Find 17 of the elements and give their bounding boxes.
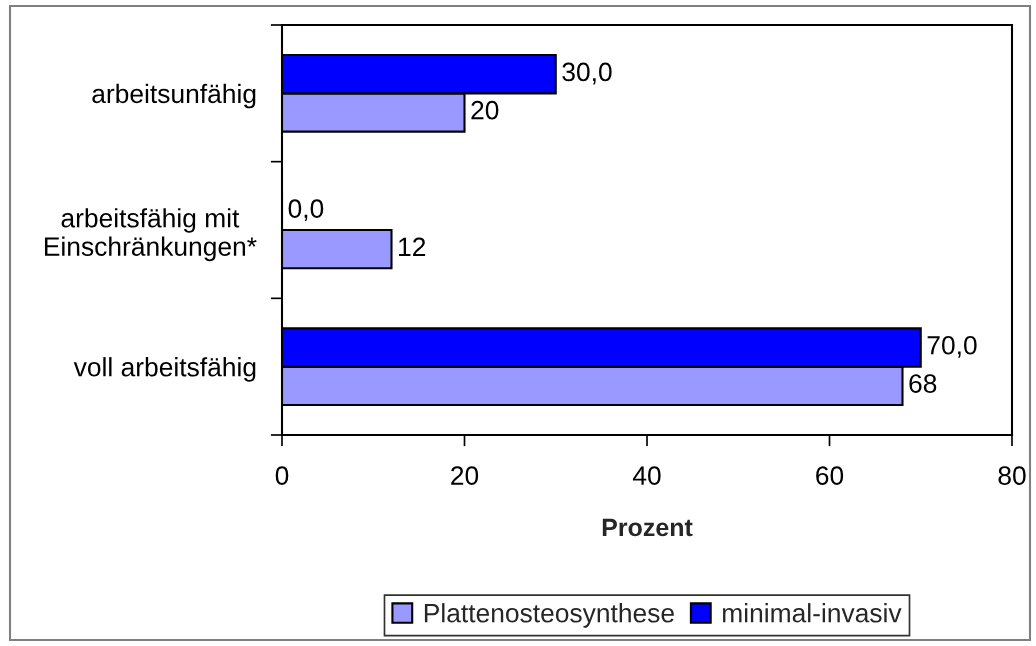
data-label: 0,0 bbox=[288, 199, 324, 222]
data-label: 12 bbox=[399, 237, 426, 256]
data-label: 30,0 bbox=[562, 62, 612, 85]
legend-label: Plattenosteosynthese bbox=[424, 603, 674, 628]
y-tick-label: arbeitsfähig mit Einschränkungen* bbox=[44, 208, 257, 262]
legend-label: minimal-invasiv bbox=[723, 603, 902, 623]
x-axis-title: Prozent bbox=[602, 518, 693, 537]
data-label: 68 bbox=[909, 374, 937, 393]
x-tick-label: 60 bbox=[816, 466, 844, 485]
x-tick-label: 20 bbox=[451, 466, 479, 485]
data-label: 20 bbox=[471, 100, 499, 120]
x-tick-label: 80 bbox=[998, 466, 1026, 485]
y-tick-label: voll arbeitsfähig bbox=[73, 357, 256, 382]
data-label: 70,0 bbox=[927, 335, 977, 358]
x-tick-label: 40 bbox=[632, 466, 661, 485]
y-tick-label: arbeitsunfähig bbox=[92, 83, 256, 109]
x-tick-label: 0 bbox=[275, 466, 289, 485]
